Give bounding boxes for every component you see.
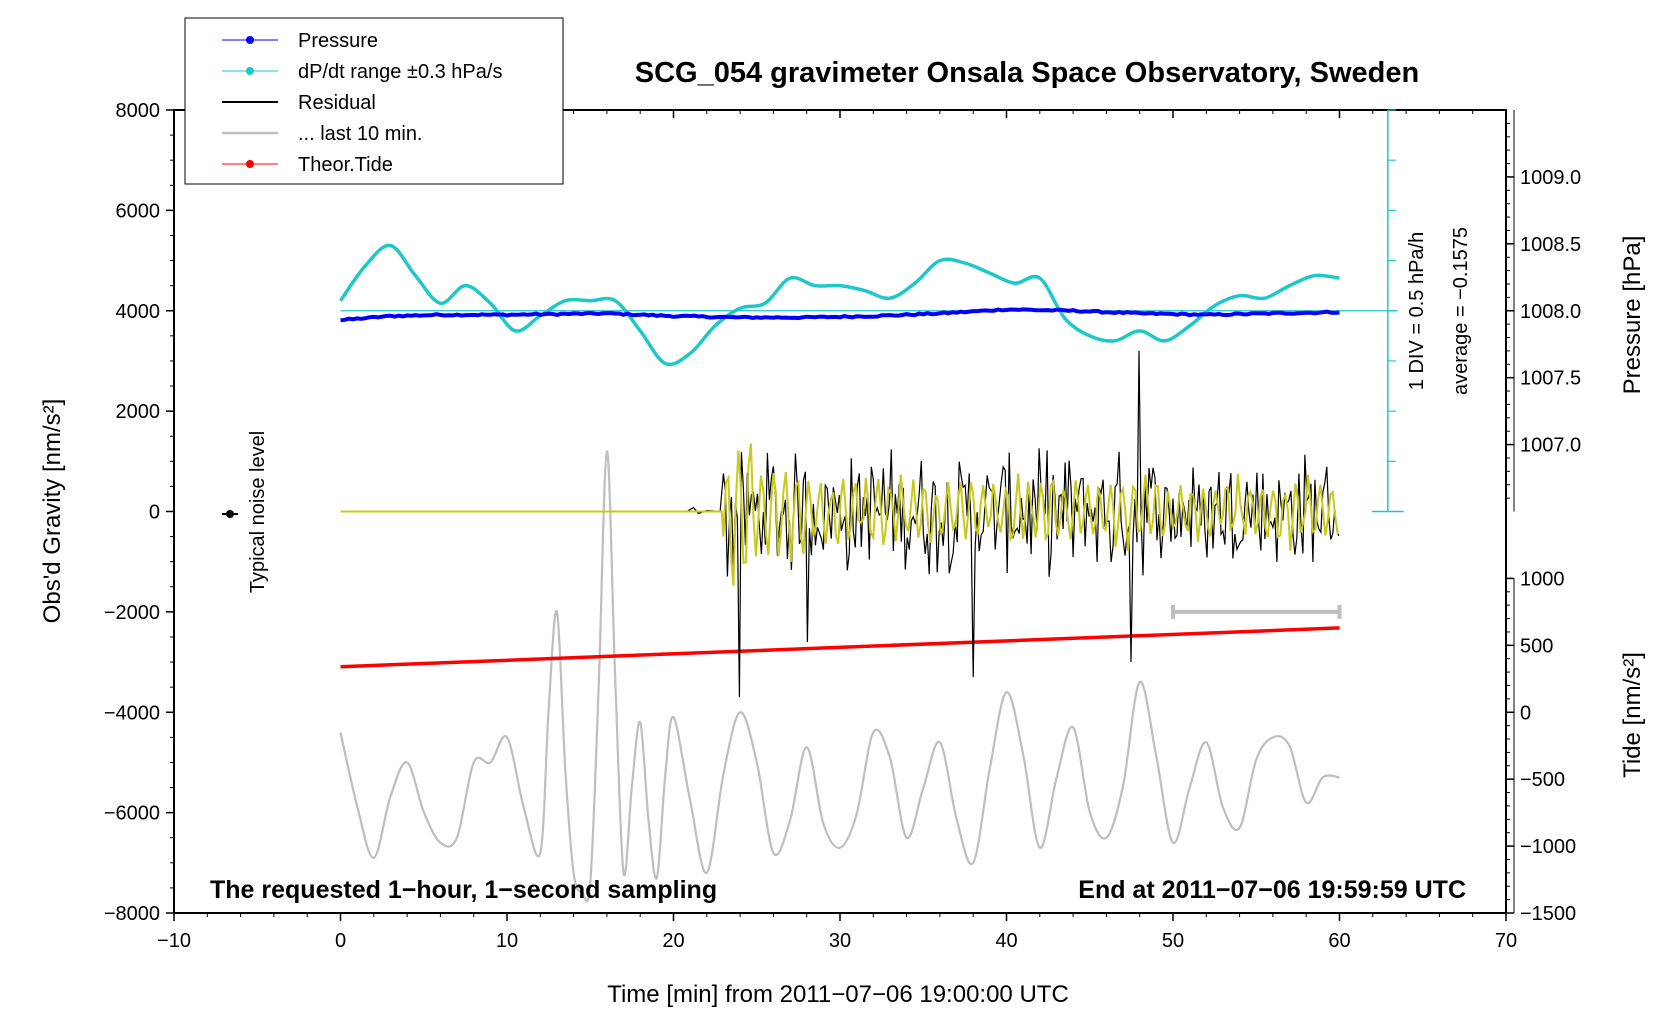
x-tick-label: 60 [1328,930,1350,952]
pressure-axis-ticks: 1009.0 1008.5 1008.0 1007.5 1007.0 [1506,110,1581,512]
legend: Pressure dP/dt range ±0.3 hPa/s Residual..… [184,17,564,185]
left-tick-label: −2000 [104,602,160,624]
left-axis-ticks: 8000 6000 4000 2000 0 −2000 −4000 −6000 −8000 [104,100,174,925]
tide-axis-ticks: 1000 500 0 −500 −1000 −1500 [1506,568,1576,925]
noise-level-label: Typical noise level [247,431,269,593]
x-tick-label: 50 [1162,930,1184,952]
series-dpdt [339,243,1340,367]
legend-marker [246,67,254,75]
left-tick-label: −6000 [104,803,160,825]
pressure-tick-label: 1008.5 [1520,234,1581,256]
x-tick-label: 30 [829,930,851,952]
last-10-min-window-marker [1171,604,1342,619]
legend-label: Theor.Tide [298,154,393,176]
tide-tick-label: −1000 [1520,836,1576,858]
bottom-left-note: The requested 1−hour, 1−second sampling [210,876,717,904]
legend-marker [246,36,254,44]
series-residual-filtered [340,443,1339,586]
left-tick-label: −4000 [104,702,160,724]
left-tick-label: 0 [149,502,160,524]
pressure-tick-label: 1008.0 [1520,301,1581,323]
legend-label: dP/dt range ±0.3 hPa/s [298,61,502,83]
legend-label: Pressure [298,30,378,52]
left-tick-label: 8000 [116,100,161,122]
bottom-right-note: End at 2011−07−06 19:59:59 UTC [1078,876,1466,904]
tide-tick-label: −1500 [1520,903,1576,925]
pressure-tick-label: 1007.5 [1520,368,1581,390]
tide-tick-label: 0 [1520,702,1531,724]
left-tick-label: 4000 [116,301,161,323]
noise-level-marker [222,510,238,518]
tide-tick-label: −500 [1520,769,1565,791]
series-last-10-min [339,450,1340,903]
x-tick-label: −10 [157,930,191,952]
legend-marker [246,160,254,168]
pressure-tick-label: 1009.0 [1520,167,1581,189]
left-tick-label: 6000 [116,200,161,222]
series-pressure [340,307,1340,323]
x-tick-label: 20 [662,930,684,952]
legend-label: Residual [298,92,376,114]
pressure-axis-label: Pressure [hPa] [1619,236,1646,395]
left-tick-label: 2000 [116,401,161,423]
tide-axis-label: Tide [nm/s²] [1619,652,1646,778]
left-tick-label: −8000 [104,903,160,925]
x-tick-label: 40 [995,930,1017,952]
pressure-tick-label: 1007.0 [1520,435,1581,457]
average-label: average = −0.1575 [1450,227,1472,395]
left-axis-label: Obs'd Gravity [nm/s²] [39,399,66,624]
series-theor-tide [340,626,1340,669]
series-layer [339,243,1398,903]
x-axis-label: Time [min] from 2011−07−06 19:00:00 UTC [607,981,1069,1008]
x-tick-label: 10 [496,930,518,952]
dpdt-div-scale [1371,109,1404,513]
x-tick-label: 0 [335,930,346,952]
legend-label: ... last 10 min. [298,123,423,145]
div-label: 1 DIV = 0.5 hPa/h [1406,232,1428,390]
tide-tick-label: 1000 [1520,568,1565,590]
x-axis-ticks: −10 0 10 20 30 40 50 60 70 [157,110,1517,952]
chart-title: SCG_054 gravimeter Onsala Space Observat… [635,57,1419,89]
x-tick-label: 70 [1495,930,1517,952]
tide-tick-label: 500 [1520,635,1553,657]
